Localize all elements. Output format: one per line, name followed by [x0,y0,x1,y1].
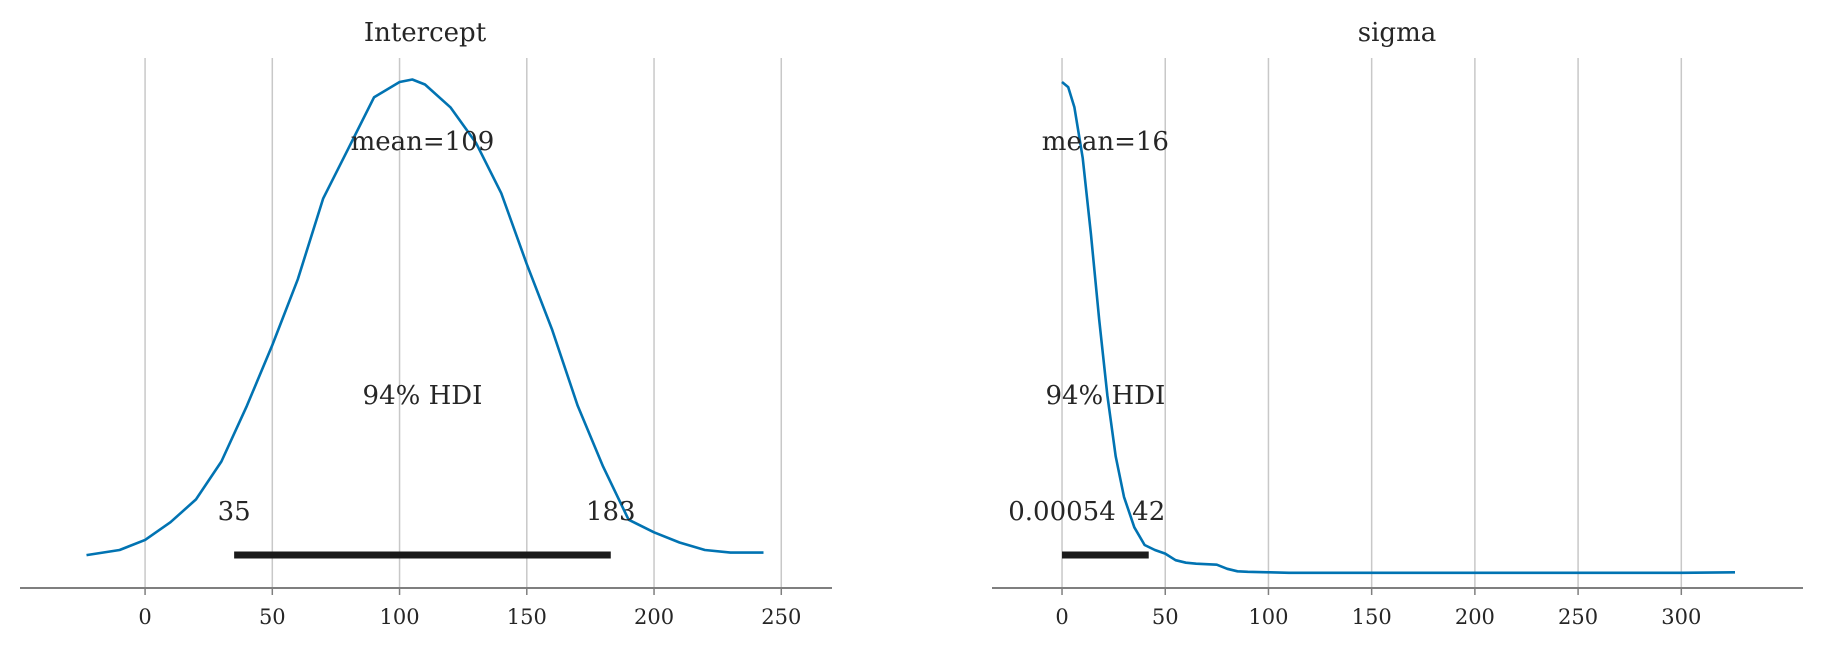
hdi-caption: 94% HDI [363,381,483,411]
panel-title: sigma [1358,18,1436,48]
mean-label: mean=109 [351,127,495,157]
x-tick-label: 100 [1248,605,1288,629]
x-tick-label: 50 [259,605,286,629]
mean-label: mean=16 [1042,127,1169,157]
sigma-panel: 0 50 100 150 200 250 300 sigma 0.00054 42 94% HDI m… [992,18,1803,629]
x-tick-label: 300 [1661,605,1701,629]
hdi-high-label: 42 [1132,497,1165,527]
x-tick-label: 0 [1055,605,1068,629]
x-tick-label: 200 [634,605,674,629]
hdi-high-label: 183 [586,497,636,527]
x-tick-label: 50 [1152,605,1179,629]
x-tick-label: 250 [761,605,801,629]
x-tick-label: 0 [138,605,151,629]
x-tick-label: 150 [1352,605,1392,629]
density-curve [1061,80,1736,575]
intercept-panel: 0 50 100 150 200 250 Intercept 35 183 94% HDI mean… [20,18,832,629]
panel-title: Intercept [364,18,487,48]
hdi-caption: 94% HDI [1045,381,1165,411]
density-curve [86,78,764,557]
x-tick-label: 150 [507,605,547,629]
hdi-low-label: 35 [218,497,251,527]
x-tick-label: 250 [1558,605,1598,629]
x-tick-label: 100 [380,605,420,629]
x-tick-label: 200 [1455,605,1495,629]
hdi-low-label: 0.00054 [1008,497,1116,527]
